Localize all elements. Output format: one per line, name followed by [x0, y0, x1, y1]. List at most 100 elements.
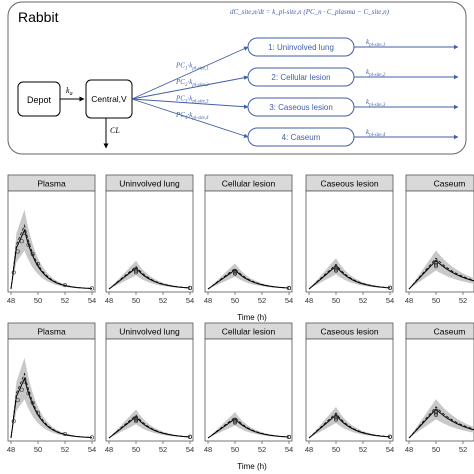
elimination-label-2: kpl-site,2	[366, 68, 386, 78]
x-tick-label: 48	[7, 445, 15, 454]
prediction-band	[208, 263, 289, 289]
prediction-band	[309, 406, 390, 438]
observed-median-line	[108, 414, 191, 439]
panel-plot-area	[204, 338, 293, 442]
observation-point	[333, 267, 338, 272]
x-tick-label: 52	[159, 296, 167, 305]
elimination-label-4: kpl-site,4	[366, 128, 386, 138]
observation-point	[233, 417, 238, 422]
transfer-arrow-3	[131, 98, 249, 109]
transfer-arrow-4	[131, 98, 249, 138]
panel-title: Uninvolved lung	[119, 179, 180, 189]
model-frame	[7, 1, 467, 155]
x-tick-label: 48	[405, 445, 413, 454]
panel-title: Cellular lesion	[222, 327, 276, 337]
observation-point	[26, 242, 31, 247]
observation-point	[433, 408, 438, 413]
x-tick-label: 52	[459, 296, 467, 305]
prediction-band	[409, 250, 474, 289]
x-tick-label: 52	[459, 445, 467, 454]
x-tick-label: 50	[332, 445, 340, 454]
panel-2-4: Caseous lesion 48 50 52 54	[305, 322, 394, 454]
transfer-label-3: PC3·kpl-site,3	[175, 94, 209, 104]
transfer-label-2: PC2·kpl-site,2	[175, 78, 209, 88]
prediction-band	[109, 409, 190, 438]
panel-1-3: Cellular lesion 48 50 52 54	[204, 174, 293, 305]
transfer-label-1: PC1·kpl-site,1	[175, 61, 209, 71]
observation-point	[233, 268, 238, 273]
x-tick-label: 52	[159, 445, 167, 454]
panel-title: Caseum	[434, 179, 466, 189]
observation-point	[30, 252, 35, 257]
median-line	[308, 414, 391, 439]
x-tick-label: 50	[132, 296, 140, 305]
panel-plot-area	[105, 190, 194, 293]
observation-point	[30, 400, 35, 405]
cl-label: CL	[110, 126, 120, 135]
x-tick-label: 50	[231, 445, 239, 454]
panel-title: Plasma	[37, 179, 66, 189]
observed-median-line	[207, 416, 290, 439]
prediction-band	[11, 209, 92, 289]
x-tick-label: 50	[34, 296, 42, 305]
panel-1-5: Caseum 48 50 52	[405, 174, 474, 305]
x-tick-label: 54	[285, 445, 293, 454]
observation-point	[433, 264, 438, 269]
observed-median-line	[308, 263, 391, 290]
observation-point	[433, 412, 438, 417]
panel-1-4: Caseous lesion 48 50 52 54	[305, 174, 394, 305]
median-line	[207, 418, 289, 439]
x-tick-label: 52	[258, 445, 266, 454]
elimination-label-1: kpl-site,1	[366, 38, 385, 48]
x-tick-label: 48	[204, 445, 212, 454]
ka-label: ka	[66, 86, 73, 97]
x-tick-label: 52	[61, 296, 69, 305]
panel-title: Plasma	[37, 327, 66, 337]
observation-point	[22, 379, 27, 384]
observed-median-line	[408, 406, 474, 439]
prediction-band	[11, 357, 92, 438]
x-tick-label: 48	[204, 296, 212, 305]
site-equation: dC_site,n/dt = k_pl-site,n (PC_n · C_pla…	[230, 8, 390, 16]
panel-title: Cellular lesion	[222, 179, 276, 189]
observation-point	[15, 398, 20, 403]
panel-2-2: Uninvolved lung 48 50 52 54	[105, 322, 194, 454]
observed-median-line	[408, 257, 474, 290]
x-tick-label: 48	[305, 445, 313, 454]
x-tick-label: 50	[432, 445, 440, 454]
observation-point	[333, 416, 338, 421]
observed-median-line	[10, 224, 92, 290]
observed-median-line	[10, 372, 92, 439]
observation-point	[62, 283, 67, 288]
x-axis-label-top: Time (h)	[237, 313, 267, 322]
x-tick-label: 50	[332, 296, 340, 305]
observation-point	[433, 410, 438, 415]
observed-median-line	[207, 267, 290, 290]
panel-title: Uninvolved lung	[119, 327, 180, 337]
observation-point	[433, 411, 438, 416]
observation-point	[333, 266, 338, 271]
observation-point	[19, 239, 24, 244]
observation-point	[387, 434, 392, 439]
x-tick-label: 52	[61, 445, 69, 454]
x-tick-label: 54	[386, 445, 394, 454]
panel-plot-area	[204, 190, 293, 293]
depot-label: Depot	[27, 95, 52, 105]
prediction-band	[109, 260, 190, 289]
x-axis-label-bottom: Time (h)	[237, 462, 267, 471]
x-tick-label: 48	[7, 296, 15, 305]
observation-point	[35, 261, 40, 266]
x-tick-label: 54	[285, 296, 293, 305]
transfer-arrow-1	[131, 46, 249, 100]
median-line	[408, 259, 474, 290]
observation-point	[433, 261, 438, 266]
observation-point	[62, 431, 67, 436]
transfer-label-4: PC4·kpl-site,4	[175, 111, 209, 121]
species-label: Rabbit	[18, 9, 59, 25]
observation-point	[11, 270, 16, 275]
elimination-label-3: kpl-site,3	[366, 98, 386, 108]
x-tick-label: 52	[258, 296, 266, 305]
x-tick-label: 52	[359, 296, 367, 305]
